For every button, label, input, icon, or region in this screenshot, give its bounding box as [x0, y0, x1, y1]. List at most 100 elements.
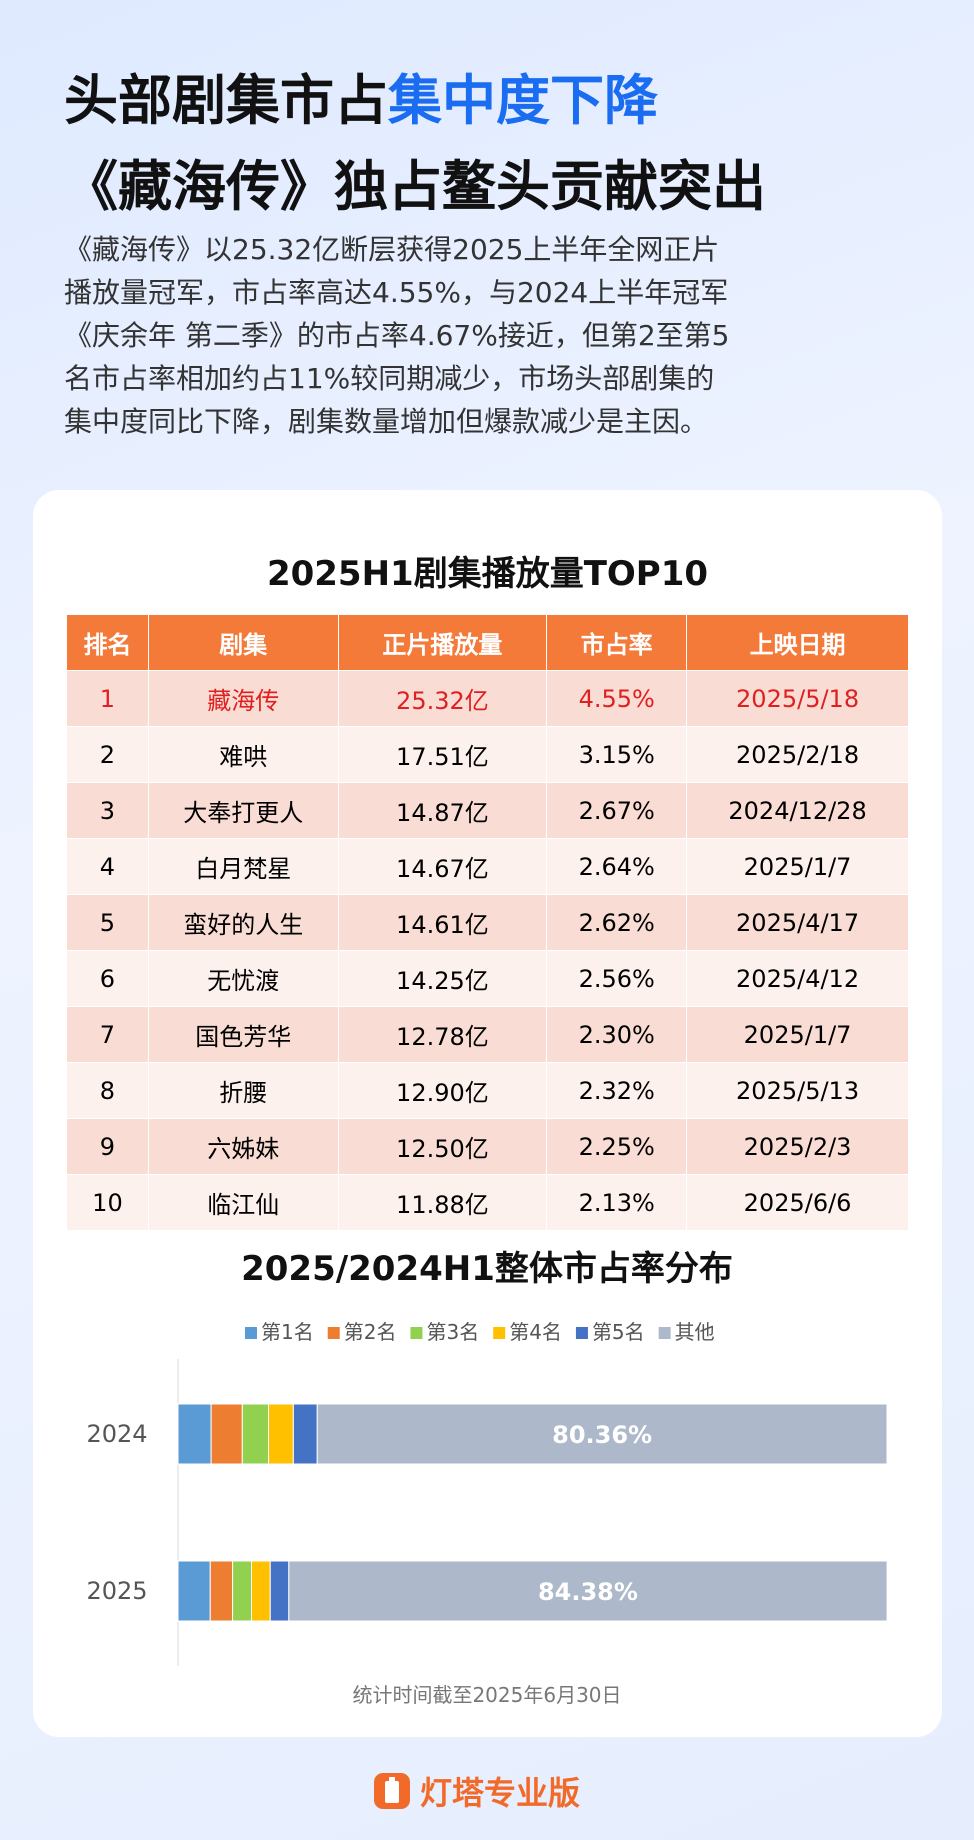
- table-cell: 2.67%: [546, 782, 688, 839]
- table-cell: 7: [66, 1006, 149, 1063]
- summary-line: 《藏海传》以25.32亿断层获得2025上半年全网正片: [64, 233, 720, 266]
- brand-name: 灯塔专业版: [420, 1774, 581, 1812]
- bar-segment: [316, 1403, 888, 1465]
- table-cell: 2.64%: [546, 838, 688, 895]
- legend-label: 第2名: [344, 1320, 397, 1344]
- summary-line: 集中度同比下降，剧集数量增加但爆款减少是主因。: [64, 405, 709, 438]
- title-line1: 头部剧集市占集中度下降: [64, 56, 658, 135]
- table-cell: 1: [66, 670, 149, 727]
- table-row: 5 蛮好的人生 14.61亿 2.62% 2025/4/17: [66, 894, 909, 951]
- value-label: 80.36%: [552, 1421, 652, 1449]
- table-cell: 2025/2/18: [686, 726, 909, 783]
- table-cell: 2025/5/13: [686, 1062, 909, 1119]
- table-cell: 蛮好的人生: [147, 894, 339, 951]
- summary-line: 播放量冠军，市占率高达4.55%，与2024上半年冠军: [64, 276, 729, 309]
- table-row: 6 无忧渡 14.25亿 2.56% 2025/4/12: [66, 950, 909, 1007]
- column-header: 上映日期: [686, 614, 909, 671]
- legend-swatch: [575, 1327, 588, 1339]
- table-cell: 2025/1/7: [686, 1006, 909, 1063]
- table-cell: 无忧渡: [147, 950, 339, 1007]
- y-tick-label: 2025: [86, 1577, 147, 1605]
- table-cell: 2.13%: [546, 1174, 688, 1231]
- table-row: 9 六姊妹 12.50亿 2.25% 2025/2/3: [66, 1118, 909, 1175]
- brand: 灯塔专业版: [372, 1768, 580, 1814]
- table-cell: 14.61亿: [337, 894, 548, 951]
- table-cell: 14.67亿: [337, 838, 548, 895]
- table-cell: 2.62%: [546, 894, 688, 951]
- table-cell: 2025/4/17: [686, 894, 909, 951]
- table-cell: 14.25亿: [337, 950, 548, 1007]
- table-cell: 17.51亿: [337, 726, 548, 783]
- brand-icon: [374, 1773, 410, 1809]
- chart: 2025/2024H1整体市占率分布 统计时间截至2025年6月30日 第1名 第…: [86, 1249, 888, 1707]
- table-cell: 2025/2/3: [686, 1118, 909, 1175]
- column-header: 正片播放量: [337, 614, 548, 671]
- table-cell: 2.25%: [546, 1118, 688, 1175]
- table-row: 3 大奉打更人 14.87亿 2.67% 2024/12/28: [66, 782, 909, 839]
- legend-swatch: [327, 1327, 340, 1339]
- bar-segment: [177, 1403, 212, 1465]
- table-cell: 3: [66, 782, 149, 839]
- table-cell: 2025/4/12: [686, 950, 909, 1007]
- bar-segment: [292, 1403, 318, 1465]
- table-cell: 8: [66, 1062, 149, 1119]
- legend-swatch: [493, 1327, 506, 1339]
- table-cell: 2025/6/6: [686, 1174, 909, 1231]
- summary-line: 《庆余年 第二季》的市占率4.67%接近，但第2至第5: [64, 319, 730, 352]
- table-cell: 白月梵星: [147, 838, 339, 895]
- table-cell: 12.78亿: [337, 1006, 548, 1063]
- legend-label: 其他: [675, 1320, 715, 1344]
- bar-segment: [268, 1403, 294, 1465]
- bar-segment: [177, 1560, 211, 1622]
- table-cell: 4: [66, 838, 149, 895]
- table-cell: 2024/12/28: [686, 782, 909, 839]
- legend-label: 第1名: [261, 1320, 314, 1344]
- column-header: 排名: [66, 614, 149, 671]
- bar-segment: [209, 1560, 234, 1622]
- bar-segment: [269, 1560, 290, 1622]
- table-cell: 10: [66, 1174, 149, 1231]
- table-cell: 藏海传: [147, 670, 339, 727]
- table-cell: 2025/1/7: [686, 838, 909, 895]
- table-cell: 折腰: [147, 1062, 339, 1119]
- title-line2: 《藏海传》独占鳌头贡献突出: [64, 155, 766, 218]
- summary-line: 名市占率相加约占11%较同期减少，市场头部剧集的: [64, 362, 715, 395]
- table-cell: 14.87亿: [337, 782, 548, 839]
- table-cell: 6: [66, 950, 149, 1007]
- table-row: 7 国色芳华 12.78亿 2.30% 2025/1/7: [66, 1006, 909, 1063]
- card: 2025H1剧集播放量TOP10 排名 剧集 正片播放量 市占率 上映日期 1 藏海传 25.…: [33, 490, 942, 1737]
- table-cell: 12.90亿: [337, 1062, 548, 1119]
- legend-swatch: [245, 1327, 257, 1339]
- title-highlight: 集中度下降: [388, 69, 658, 132]
- bar-segment: [251, 1560, 271, 1622]
- title-part1: 头部剧集市占: [64, 69, 388, 132]
- table-cell: 大奉打更人: [147, 782, 339, 839]
- table-row: 4 白月梵星 14.67亿 2.64% 2025/1/7: [66, 838, 909, 895]
- bar-segment: [288, 1560, 888, 1622]
- legend-label: 第5名: [592, 1320, 645, 1344]
- table-cell: 4.55%: [546, 670, 688, 727]
- summary: 《藏海传》以25.32亿断层获得2025上半年全网正片 播放量冠军，市占率高达4.…: [64, 228, 729, 443]
- column-header: 剧集: [147, 614, 339, 671]
- table-cell: 12.50亿: [337, 1118, 548, 1175]
- y-tick-label: 2024: [86, 1420, 147, 1448]
- table-cell: 临江仙: [147, 1174, 339, 1231]
- table-title: 2025H1剧集播放量TOP10: [266, 554, 709, 594]
- table-cell: 2.32%: [546, 1062, 688, 1119]
- table-cell: 2.30%: [546, 1006, 688, 1063]
- legend-swatch: [410, 1327, 423, 1339]
- table-cell: 9: [66, 1118, 149, 1175]
- legend-swatch: [658, 1327, 671, 1339]
- bar-segment: [232, 1560, 253, 1622]
- table-row: 10 临江仙 11.88亿 2.13% 2025/6/6: [66, 1174, 909, 1231]
- table-cell: 2: [66, 726, 149, 783]
- table-cell: 2025/5/18: [686, 670, 909, 727]
- bar-segment: [210, 1403, 243, 1465]
- legend-label: 第4名: [509, 1320, 562, 1344]
- chart-title: 2025/2024H1整体市占率分布: [241, 1249, 733, 1289]
- chart-note: 统计时间截至2025年6月30日: [352, 1683, 621, 1707]
- table-row: 8 折腰 12.90亿 2.32% 2025/5/13: [66, 1062, 909, 1119]
- table-cell: 六姊妹: [147, 1118, 339, 1175]
- table-cell: 难哄: [147, 726, 339, 783]
